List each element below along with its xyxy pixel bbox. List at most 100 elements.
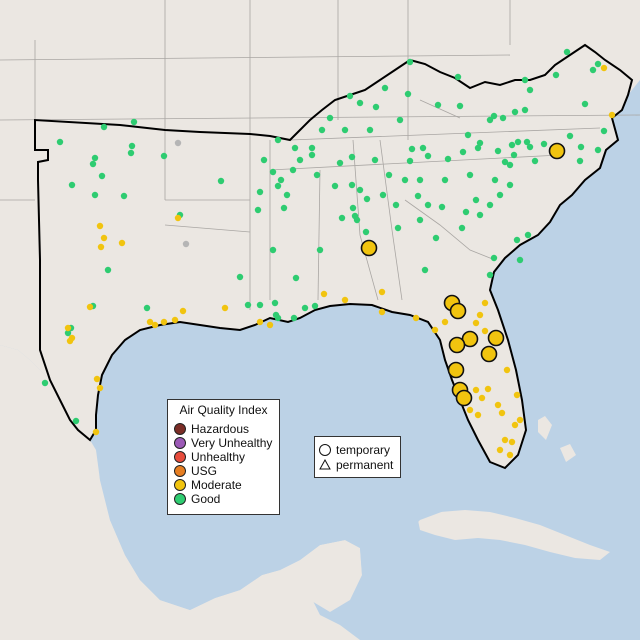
site-good[interactable] xyxy=(349,182,355,188)
site-good[interactable] xyxy=(292,145,298,151)
site-good[interactable] xyxy=(407,158,413,164)
site-good[interactable] xyxy=(101,124,107,130)
site-moderate[interactable] xyxy=(379,309,385,315)
site-moderate[interactable] xyxy=(509,439,515,445)
site-good[interactable] xyxy=(511,152,517,158)
site-good[interactable] xyxy=(407,59,413,65)
site-moderate[interactable] xyxy=(479,395,485,401)
site-moderate[interactable] xyxy=(495,402,501,408)
site-good[interactable] xyxy=(553,72,559,78)
site-moderate[interactable] xyxy=(97,385,103,391)
site-good[interactable] xyxy=(349,154,355,160)
site-moderate[interactable] xyxy=(379,289,385,295)
site-good[interactable] xyxy=(417,217,423,223)
site-good[interactable] xyxy=(463,209,469,215)
site-good[interactable] xyxy=(218,178,224,184)
site-good[interactable] xyxy=(477,212,483,218)
site-good[interactable] xyxy=(92,192,98,198)
site-good[interactable] xyxy=(507,182,513,188)
site-moderate[interactable] xyxy=(175,215,181,221)
site-moderate[interactable] xyxy=(94,376,100,382)
site-good[interactable] xyxy=(507,162,513,168)
site-moderate[interactable] xyxy=(497,447,503,453)
site-good[interactable] xyxy=(405,91,411,97)
site-moderate[interactable] xyxy=(257,319,263,325)
site-good[interactable] xyxy=(420,145,426,151)
site-good[interactable] xyxy=(457,103,463,109)
site-good[interactable] xyxy=(415,193,421,199)
site-good[interactable] xyxy=(73,418,79,424)
site-moderate[interactable] xyxy=(119,240,125,246)
site-good[interactable] xyxy=(281,205,287,211)
site-good[interactable] xyxy=(319,127,325,133)
site-good[interactable] xyxy=(417,177,423,183)
site-moderate[interactable] xyxy=(517,417,523,423)
site-good[interactable] xyxy=(347,93,353,99)
site-offline[interactable] xyxy=(183,241,189,247)
site-good[interactable] xyxy=(293,275,299,281)
site-moderate[interactable] xyxy=(482,328,488,334)
site-good[interactable] xyxy=(367,127,373,133)
site-good[interactable] xyxy=(278,177,284,183)
site-moderate-large[interactable] xyxy=(451,304,466,319)
site-good[interactable] xyxy=(257,189,263,195)
site-good[interactable] xyxy=(497,192,503,198)
site-good[interactable] xyxy=(92,155,98,161)
site-moderate[interactable] xyxy=(473,387,479,393)
site-good[interactable] xyxy=(380,192,386,198)
site-good[interactable] xyxy=(382,85,388,91)
site-good[interactable] xyxy=(465,132,471,138)
site-moderate-large[interactable] xyxy=(489,331,504,346)
site-good[interactable] xyxy=(460,149,466,155)
site-good[interactable] xyxy=(425,202,431,208)
site-good[interactable] xyxy=(105,267,111,273)
site-good[interactable] xyxy=(409,146,415,152)
site-good[interactable] xyxy=(237,274,243,280)
site-good[interactable] xyxy=(290,167,296,173)
site-moderate[interactable] xyxy=(512,422,518,428)
site-moderate[interactable] xyxy=(432,327,438,333)
site-good[interactable] xyxy=(327,115,333,121)
site-good[interactable] xyxy=(435,102,441,108)
site-good[interactable] xyxy=(131,119,137,125)
site-good[interactable] xyxy=(272,300,278,306)
site-good[interactable] xyxy=(522,107,528,113)
site-good[interactable] xyxy=(532,158,538,164)
site-moderate[interactable] xyxy=(514,392,520,398)
site-moderate[interactable] xyxy=(222,305,228,311)
site-good[interactable] xyxy=(309,152,315,158)
site-good[interactable] xyxy=(270,247,276,253)
site-good[interactable] xyxy=(590,67,596,73)
site-moderate[interactable] xyxy=(482,300,488,306)
site-moderate-large[interactable] xyxy=(450,338,465,353)
site-good[interactable] xyxy=(395,225,401,231)
site-good[interactable] xyxy=(422,267,428,273)
site-moderate[interactable] xyxy=(499,410,505,416)
site-good[interactable] xyxy=(577,158,583,164)
site-good[interactable] xyxy=(69,182,75,188)
site-moderate[interactable] xyxy=(97,223,103,229)
site-good[interactable] xyxy=(275,183,281,189)
site-moderate[interactable] xyxy=(475,412,481,418)
site-good[interactable] xyxy=(517,257,523,263)
site-good[interactable] xyxy=(314,172,320,178)
site-good[interactable] xyxy=(291,315,297,321)
site-moderate-large[interactable] xyxy=(550,144,565,159)
site-good[interactable] xyxy=(442,177,448,183)
site-good[interactable] xyxy=(245,302,251,308)
site-moderate[interactable] xyxy=(485,386,491,392)
site-good[interactable] xyxy=(129,143,135,149)
site-good[interactable] xyxy=(357,187,363,193)
site-moderate[interactable] xyxy=(609,112,615,118)
site-good[interactable] xyxy=(350,205,356,211)
site-good[interactable] xyxy=(332,183,338,189)
site-moderate[interactable] xyxy=(267,322,273,328)
site-good[interactable] xyxy=(601,128,607,134)
site-good[interactable] xyxy=(512,109,518,115)
site-good[interactable] xyxy=(397,117,403,123)
site-offline[interactable] xyxy=(175,140,181,146)
site-good[interactable] xyxy=(261,157,267,163)
site-moderate[interactable] xyxy=(477,312,483,318)
site-good[interactable] xyxy=(128,150,134,156)
site-good[interactable] xyxy=(393,202,399,208)
